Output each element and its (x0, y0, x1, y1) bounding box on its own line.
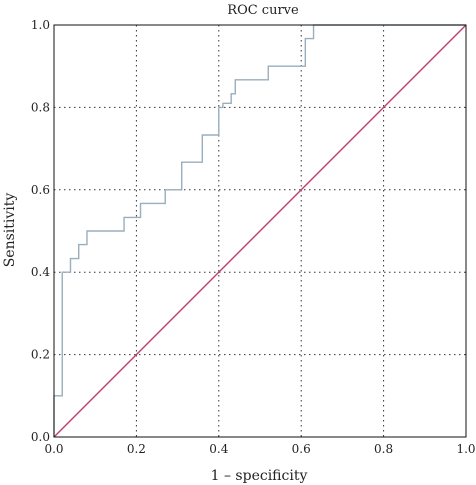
y-tick-label: 0.6 (31, 183, 50, 197)
y-tick-labels: 0.0 0.2 0.4 0.6 0.8 1.0 (31, 18, 50, 444)
roc-step-line (53, 24, 466, 437)
x-tick-label: 0.6 (292, 442, 311, 456)
y-tick-label: 0.0 (31, 430, 50, 444)
x-tick-label: 0.2 (127, 442, 146, 456)
grid-lines (54, 25, 466, 437)
x-tick-label: 1.0 (456, 442, 475, 456)
y-tick-label: 0.8 (31, 100, 50, 114)
x-tick-label: 0.8 (374, 442, 393, 456)
y-tick-label: 1.0 (31, 18, 50, 32)
x-tick-label: 0.4 (209, 442, 228, 456)
reference-diagonal-line (53, 24, 467, 438)
y-axis-label: Sensitivity (2, 193, 18, 268)
series-group (53, 24, 467, 438)
y-tick-label: 0.4 (31, 265, 50, 279)
y-tick-label: 0.2 (31, 348, 50, 362)
x-tick-label: 0.0 (44, 442, 63, 456)
x-tick-labels: 0.0 0.2 0.4 0.6 0.8 1.0 (44, 442, 475, 456)
x-axis-label: 1 – specificity (211, 468, 308, 484)
chart-title: ROC curve (227, 3, 299, 18)
plot-frame (53, 24, 467, 438)
